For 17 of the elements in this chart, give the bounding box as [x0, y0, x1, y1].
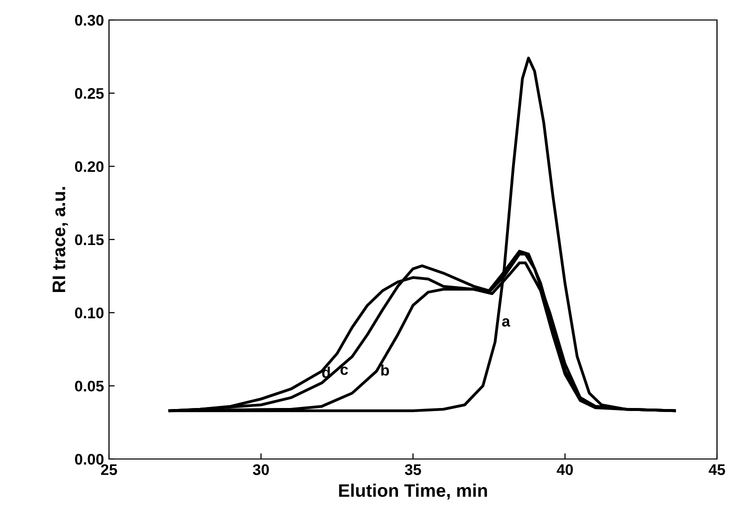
y-tick-label: 0.20 [75, 161, 104, 172]
y-tick-label: 0.00 [75, 454, 104, 465]
y-tick-label: 0.30 [75, 14, 104, 26]
series-label: b [381, 364, 389, 376]
series-label: a [502, 318, 510, 327]
y-tick-label: 0.15 [75, 234, 104, 246]
x-tick-label: 45 [708, 464, 726, 476]
y-tick-label: 0.05 [75, 380, 104, 392]
y-tick-label: 0.10 [75, 308, 104, 318]
x-axis-title: Elution Time, min [339, 484, 487, 500]
y-tick-label: 0.25 [75, 88, 104, 99]
y-axis-title: RI trace, a.u. [52, 187, 68, 292]
x-tick-label: 25 [101, 464, 118, 476]
x-tick-label: 30 [252, 464, 269, 476]
series-label: c [340, 366, 348, 375]
x-tick-label: 40 [556, 464, 573, 476]
x-tick-label: 35 [404, 464, 422, 476]
